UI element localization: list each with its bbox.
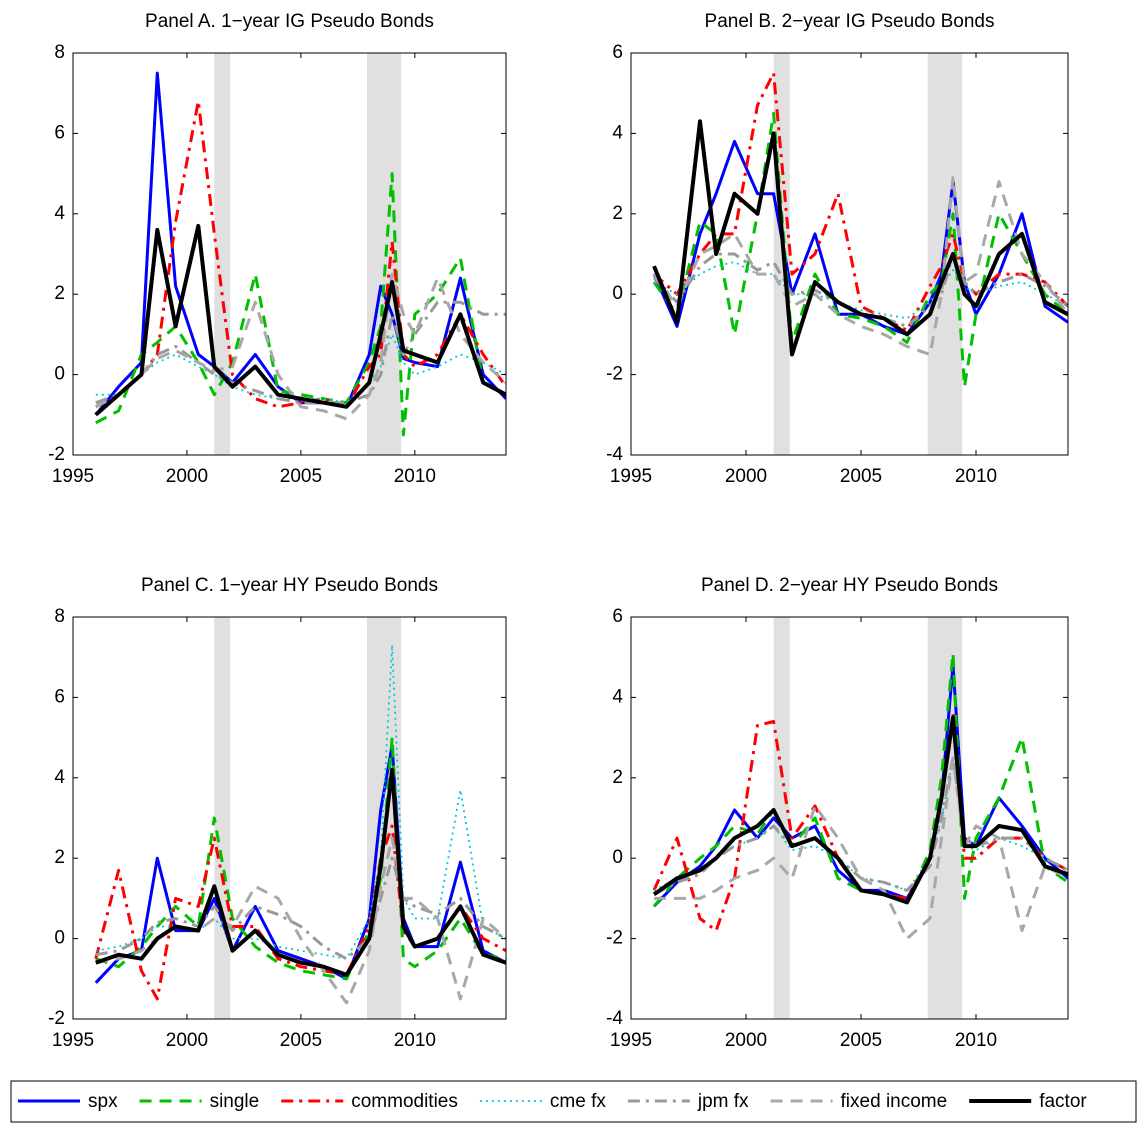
axes-frame — [630, 52, 1069, 456]
x-tick-label: 2010 — [394, 1030, 436, 1051]
legend-label: commodities — [351, 1091, 458, 1112]
series-line: factor — [94, 223, 506, 417]
y-tick-label: 0 — [612, 847, 623, 868]
y-tick-label: 6 — [612, 42, 623, 63]
series-line: jpm fx — [653, 756, 1068, 896]
x-tick-label: 2000 — [725, 466, 767, 487]
series-line: cme fx — [95, 644, 506, 960]
x-tick-label: 2010 — [955, 466, 997, 487]
y-tick-label: -2 — [48, 444, 65, 465]
series-line: spx — [94, 744, 506, 984]
series-line: commodities — [652, 712, 1068, 933]
series-line: factor — [652, 715, 1068, 905]
y-tick-label: 8 — [54, 606, 65, 627]
series-line: fixed income — [95, 836, 506, 1005]
y-tick-label: 4 — [612, 686, 623, 707]
y-tick-label: -2 — [606, 364, 623, 385]
legend-box — [10, 1080, 1137, 1123]
y-tick-label: 6 — [54, 122, 65, 143]
y-tick-label: 4 — [54, 767, 65, 788]
y-tick-label: 6 — [54, 686, 65, 707]
y-tick-label: -4 — [606, 1008, 623, 1029]
y-tick-label: -2 — [606, 928, 623, 949]
y-tick-label: 2 — [54, 847, 65, 868]
series-line: single — [652, 111, 1068, 389]
series-line: fixed income — [95, 272, 506, 421]
panel-title: Panel D. 2−year HY Pseudo Bonds — [701, 575, 998, 596]
recession-band — [214, 617, 231, 1019]
panel-title: Panel A. 1−year IG Pseudo Bonds — [145, 11, 434, 32]
y-tick-label: 4 — [54, 203, 65, 224]
axes-frame — [72, 52, 507, 456]
series-line: jpm fx — [95, 856, 506, 961]
x-tick-label: 2000 — [166, 1030, 208, 1051]
y-tick-label: 8 — [54, 42, 65, 63]
y-tick-label: 2 — [612, 767, 623, 788]
series-line: commodities — [95, 99, 506, 409]
legend-label: single — [210, 1091, 260, 1112]
x-tick-label: 2010 — [394, 466, 436, 487]
legend-label: fixed income — [841, 1091, 948, 1112]
recession-band — [773, 617, 790, 1019]
series-line: cme fx — [653, 261, 1068, 320]
series-line: fixed income — [652, 176, 1068, 356]
y-tick-label: 4 — [612, 122, 623, 143]
y-tick-label: 0 — [54, 928, 65, 949]
y-tick-label: -4 — [606, 444, 623, 465]
legend-label: jpm fx — [697, 1091, 749, 1112]
x-tick-label: 1995 — [52, 1030, 94, 1051]
panel-title: Panel B. 2−year IG Pseudo Bonds — [705, 11, 995, 32]
series-line: commodities — [94, 824, 506, 1001]
series-line: factor — [95, 767, 506, 977]
x-tick-label: 1995 — [610, 1030, 652, 1051]
y-tick-label: -2 — [48, 1008, 65, 1029]
series-line: single — [95, 736, 506, 981]
y-tick-label: 2 — [54, 283, 65, 304]
x-tick-label: 2000 — [166, 466, 208, 487]
x-tick-label: 1995 — [610, 466, 652, 487]
legend-label: cme fx — [550, 1091, 606, 1112]
series-line: jpm fx — [652, 252, 1068, 328]
series-line: spx — [652, 139, 1068, 336]
legend: spx single commodities cme fx jpm fx fixed in… — [10, 1080, 1137, 1123]
axes-frame — [630, 616, 1069, 1020]
axes-frame — [72, 616, 507, 1020]
series-line: single — [95, 172, 506, 437]
x-tick-label: 2005 — [840, 1030, 882, 1051]
panel-title: Panel C. 1−year HY Pseudo Bonds — [141, 575, 438, 596]
x-tick-label: 1995 — [52, 466, 94, 487]
y-tick-label: 2 — [612, 203, 623, 224]
x-tick-label: 2010 — [955, 1030, 997, 1051]
x-tick-label: 2005 — [280, 1030, 322, 1051]
y-tick-label: 0 — [54, 364, 65, 385]
x-tick-label: 2005 — [840, 466, 882, 487]
x-tick-label: 2005 — [280, 466, 322, 487]
y-tick-label: 0 — [612, 283, 623, 304]
y-tick-label: 6 — [612, 606, 623, 627]
x-tick-label: 2000 — [725, 1030, 767, 1051]
legend-label: factor — [1039, 1091, 1087, 1112]
series-line: factor — [652, 119, 1068, 357]
legend-label: spx — [88, 1091, 118, 1112]
recession-band — [214, 53, 231, 455]
